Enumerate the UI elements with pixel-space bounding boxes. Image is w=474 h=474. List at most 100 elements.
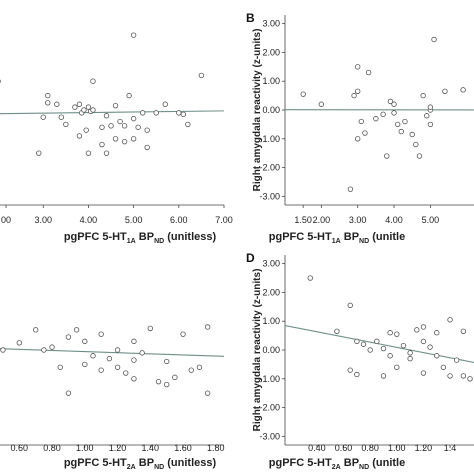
data-point — [180, 111, 187, 118]
y-tick-label: -3.00 — [259, 191, 280, 201]
data-point — [334, 328, 340, 334]
plot-area — [285, 275, 474, 382]
data-point — [354, 338, 360, 345]
data-point — [447, 373, 453, 379]
x-axis-label: pgPFC 5-HT1A BPND (unitle — [269, 231, 405, 245]
data-point — [57, 364, 63, 370]
y-tick-label: 2.00 — [262, 287, 280, 297]
data-point — [147, 325, 154, 332]
data-point — [204, 390, 211, 396]
data-point — [40, 114, 46, 120]
data-point — [98, 367, 104, 373]
data-point — [121, 123, 128, 129]
x-tick-label: 3.00 — [34, 215, 52, 225]
data-point — [131, 376, 137, 382]
x-tick-label: 4.00 — [80, 215, 98, 225]
x-tick-label: 0.60 — [11, 443, 29, 453]
data-point — [130, 32, 137, 38]
panel-letter: B — [246, 11, 255, 25]
data-point — [434, 353, 440, 359]
data-point — [139, 350, 145, 356]
data-point — [131, 338, 137, 345]
data-point — [409, 131, 415, 138]
data-point — [347, 186, 354, 192]
data-point — [442, 88, 448, 94]
data-point — [413, 141, 419, 148]
data-point — [453, 357, 460, 363]
data-point — [196, 364, 203, 370]
y-tick-label: -1.00 — [259, 374, 280, 384]
data-point — [90, 353, 96, 359]
data-point — [114, 347, 121, 353]
data-point — [420, 92, 426, 99]
data-point — [108, 123, 114, 129]
x-tick-label: 6.00 — [170, 215, 188, 225]
y-tick-label: 0.00 — [262, 345, 280, 355]
y-tick-label: 1.00 — [262, 76, 280, 86]
data-point — [367, 347, 373, 353]
y-tick-label: -2.00 — [259, 403, 280, 413]
data-point — [130, 136, 137, 142]
data-point — [16, 340, 23, 346]
data-point — [387, 98, 394, 105]
data-point — [380, 111, 386, 118]
data-point — [384, 153, 390, 159]
data-point — [117, 118, 123, 125]
data-point — [188, 367, 194, 373]
data-point — [36, 150, 42, 156]
x-tick-label: 0.40 — [308, 443, 326, 453]
data-point — [447, 317, 453, 323]
x-tick-label: 1.40 — [142, 443, 160, 453]
data-point — [112, 136, 119, 142]
x-tick-label: 1.4 — [444, 443, 457, 453]
data-point — [300, 91, 306, 97]
data-point — [374, 338, 380, 345]
x-tick-label: 0.60 — [335, 443, 353, 453]
data-point — [103, 113, 110, 119]
y-tick-label: -3.00 — [259, 431, 280, 441]
data-point — [41, 347, 47, 353]
data-point — [103, 150, 110, 156]
data-point — [360, 341, 367, 347]
data-point — [76, 133, 83, 139]
data-point — [153, 110, 159, 116]
x-tick-label: 0.80 — [361, 443, 379, 453]
data-point — [123, 370, 129, 376]
x-tick-label: 7.00 — [215, 215, 233, 225]
data-point — [163, 381, 170, 388]
data-point — [126, 92, 132, 99]
data-point — [307, 275, 313, 281]
data-point — [106, 355, 113, 362]
y-tick-label: 2.00 — [262, 47, 280, 57]
data-point — [394, 364, 400, 370]
data-point — [99, 124, 105, 130]
data-point — [387, 353, 393, 359]
y-axis-label: Right amygdala reactivity (z-units) — [252, 269, 263, 432]
data-point — [391, 101, 397, 107]
x-tick-label: 1.60 — [174, 443, 192, 453]
data-point — [54, 101, 60, 107]
data-point — [99, 141, 105, 148]
data-point — [394, 331, 400, 337]
x-tick-label: 2.00 — [313, 215, 331, 225]
data-point — [172, 374, 178, 381]
y-tick-label: 0.00 — [262, 105, 280, 115]
data-point — [162, 101, 168, 107]
data-point — [45, 100, 51, 106]
data-point — [114, 364, 121, 370]
x-tick-label: 4.00 — [385, 215, 403, 225]
data-point — [362, 130, 368, 136]
x-axis-label: pgPFC 5-HT2A BPND (unitless) — [64, 457, 217, 471]
x-tick-label: 1.20 — [415, 443, 433, 453]
y-tick-label: 3.00 — [262, 259, 280, 269]
data-point — [354, 136, 361, 142]
y-tick-label: -2.00 — [259, 163, 280, 173]
data-point — [420, 338, 427, 345]
data-point — [380, 373, 387, 379]
data-point — [427, 104, 434, 110]
data-point — [49, 344, 55, 350]
data-point — [347, 302, 353, 309]
